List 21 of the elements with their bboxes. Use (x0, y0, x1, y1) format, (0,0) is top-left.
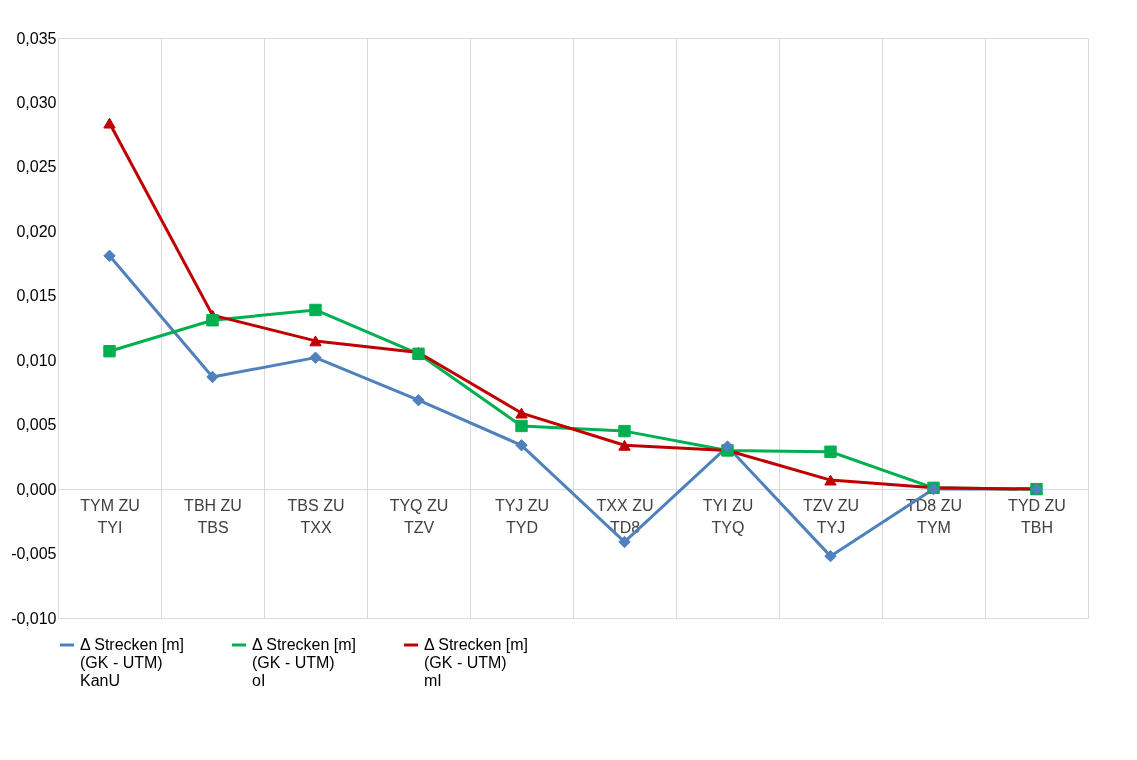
y-tick-label: 0,005 (16, 416, 57, 434)
x-tick-label: TYM ZU TYI (80, 496, 140, 536)
x-tick-label: TBS ZU TXX (287, 496, 345, 536)
x-tick-label: TYJ ZU TYD (494, 496, 550, 536)
y-tick-label: 0,020 (16, 222, 57, 240)
x-tick-label: TYD ZU TBH (1008, 496, 1066, 536)
y-tick-label: 0,030 (16, 93, 57, 111)
x-tick-label: TZV ZU TYJ (803, 496, 859, 536)
y-tick-label: -0,010 (11, 609, 57, 627)
legend-label: Δ Strecken [m] (GK - UTM) mI (424, 636, 529, 689)
x-tick-label: TBH ZU TBS (184, 496, 242, 536)
x-tick-label: TYI ZU TYQ (702, 496, 754, 536)
y-tick-label: 0,000 (16, 480, 57, 498)
y-tick-label: 0,010 (16, 351, 57, 369)
y-tick-label: -0,005 (11, 545, 57, 563)
legend-label: Δ Strecken [m] (GK - UTM) oI (252, 636, 357, 689)
x-tick-label: TYQ ZU TZV (389, 496, 449, 536)
legend-label: Δ Strecken [m] (GK - UTM) KanU (80, 636, 185, 689)
y-tick-label: 0,015 (16, 287, 57, 305)
y-tick-label: 0,025 (16, 158, 57, 176)
y-tick-label: 0,035 (16, 29, 57, 47)
